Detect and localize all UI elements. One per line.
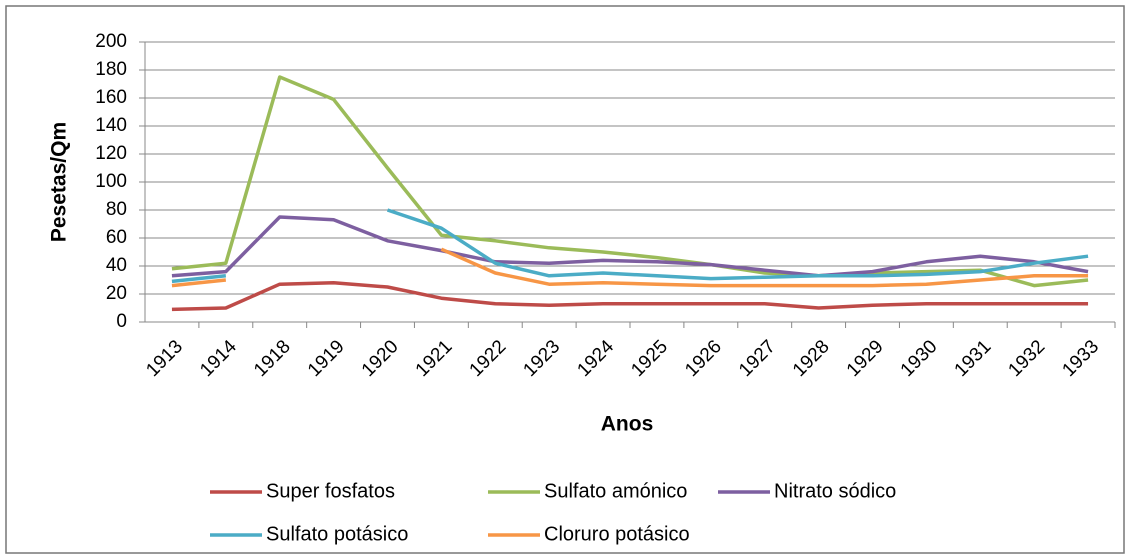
legend-label: Sulfato amónico [544, 480, 687, 502]
series-line [386, 208, 1089, 281]
y-tick-label: 200 [95, 31, 127, 52]
legend-label: Nitrato sódico [774, 480, 896, 502]
y-tick-label: 140 [95, 115, 127, 136]
y-axis-label: Pesetas/Qm [48, 122, 71, 242]
y-tick-label: 120 [95, 143, 127, 164]
y-tick-label: 20 [106, 283, 127, 304]
series-line [171, 274, 227, 284]
y-tick-label: 40 [106, 255, 127, 276]
legend-label: Sulfato potásico [266, 523, 408, 545]
legend-label: Cloruro potásico [544, 523, 690, 545]
series-line [171, 281, 1089, 312]
y-tick-label: 0 [116, 311, 127, 332]
y-tick-label: 100 [95, 171, 127, 192]
series-line [171, 215, 1089, 278]
legend-label: Super fosfatos [266, 480, 395, 502]
y-tick-label: 60 [106, 227, 127, 248]
series-line [171, 278, 227, 288]
x-axis-label: Anos [601, 413, 654, 436]
y-tick-label: 160 [95, 87, 127, 108]
series-line [440, 247, 1089, 288]
y-tick-label: 80 [106, 199, 127, 220]
y-tick-label: 180 [95, 59, 127, 80]
series-line [171, 75, 1089, 288]
